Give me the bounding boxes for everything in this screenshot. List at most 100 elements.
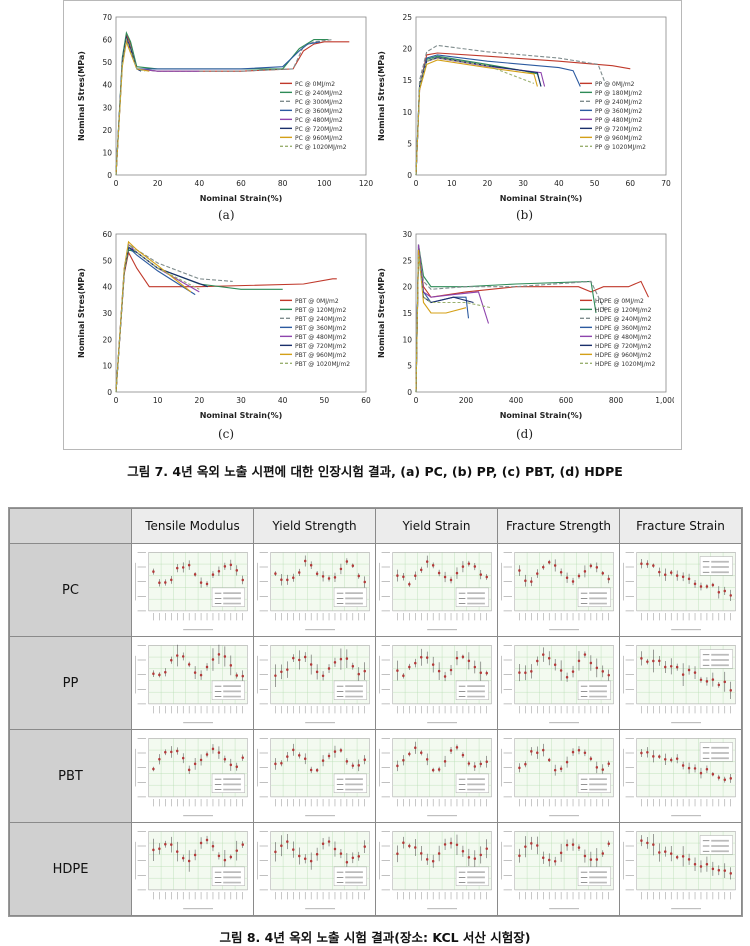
x-tick-label: 400: [509, 396, 524, 405]
x-tick-label: 0: [414, 179, 419, 188]
y-axis-label: Nominal Stres(MPa): [377, 268, 386, 358]
legend-entry: HDPE @ 960MJ/m2: [595, 352, 652, 359]
error-bar-thumbnail: [257, 831, 370, 910]
plot-area: [115, 16, 367, 176]
x-axis-label: Nominal Strain(%): [200, 411, 283, 420]
error-bar-thumbnail: [501, 552, 614, 631]
mini-chart-cell: [375, 636, 498, 730]
table-corner: [9, 508, 132, 544]
figure-8-table: Tensile Modulus Yield Strength Yield Str…: [8, 507, 743, 917]
y-tick-label: 25: [402, 256, 412, 265]
line-chart-svg: 0 10 20 30 40 50 60 70 0 5 10 15 20 25 Nominal Strain(…: [377, 13, 671, 203]
series-line: [115, 37, 146, 176]
error-bar-thumbnail: [257, 738, 370, 817]
legend-entry: PC @ 480MJ/m2: [295, 117, 343, 124]
column-header-fracture-strength: Fracture Strength: [497, 508, 620, 544]
legend-entry: PC @ 360MJ/m2: [295, 108, 343, 115]
y-tick-label: 0: [407, 171, 412, 180]
row-header-pc: PC: [9, 543, 132, 637]
y-axis-label: Nominal Stres(MPa): [77, 268, 86, 358]
error-bar-thumbnail: [379, 645, 492, 724]
y-tick-label: 30: [402, 230, 412, 239]
error-bar-thumbnail: [501, 831, 614, 910]
y-tick-label: 30: [102, 103, 112, 112]
legend-entry: HDPE @ 360MJ/m2: [595, 325, 652, 332]
x-tick-label: 30: [518, 179, 528, 188]
mini-chart-cell: [253, 636, 376, 730]
x-tick-label: 600: [559, 396, 574, 405]
legend-entry: PP @ 720MJ/m2: [595, 126, 642, 133]
y-tick-label: 15: [402, 76, 412, 85]
mini-chart-cell: [497, 543, 620, 637]
mini-chart-cell: [619, 543, 742, 637]
column-header-tensile-modulus: Tensile Modulus: [131, 508, 254, 544]
line-chart-svg: 0 200 400 600 800 1,000 0 5 10 15 20 25 30 Nominal St…: [377, 230, 674, 420]
x-tick-label: 80: [278, 179, 288, 188]
panel-label-b: (b): [516, 208, 534, 222]
x-axis-label: Nominal Strain(%): [200, 194, 283, 203]
column-header-yield-strain: Yield Strain: [375, 508, 498, 544]
y-tick-label: 5: [407, 362, 412, 371]
y-tick-label: 10: [402, 108, 412, 117]
chart-panel-d-hdpe: 0 200 400 600 800 1,000 0 5 10 15 20 25 30 Nominal St…: [374, 226, 674, 422]
y-tick-label: 20: [402, 45, 412, 54]
legend-entry: PP @ 960MJ/m2: [595, 135, 642, 142]
mini-chart-cell: [131, 543, 254, 637]
mini-chart-cell: [619, 729, 742, 823]
mini-chart-cell: [375, 543, 498, 637]
y-tick-label: 15: [402, 309, 412, 318]
panel-label-c: (c): [218, 427, 235, 441]
y-tick-label: 20: [102, 335, 112, 344]
x-tick-label: 20: [153, 179, 163, 188]
x-tick-label: 30: [236, 396, 246, 405]
plot-area: [415, 233, 667, 393]
column-header-fracture-strain: Fracture Strain: [619, 508, 742, 544]
mini-chart-cell: [253, 729, 376, 823]
series-line: [115, 240, 192, 393]
mini-chart-cell: [497, 729, 620, 823]
y-tick-label: 10: [102, 362, 112, 371]
x-tick-label: 120: [359, 179, 374, 188]
y-axis-label: Nominal Stres(MPa): [377, 51, 386, 141]
legend-entry: PBT @ 240MJ/m2: [295, 316, 346, 323]
x-tick-label: 0: [114, 179, 119, 188]
error-bar-thumbnail: [135, 552, 248, 631]
legend-entry: HDPE @ 240MJ/m2: [595, 316, 652, 323]
mini-chart-cell: [497, 636, 620, 730]
x-tick-label: 70: [661, 179, 671, 188]
legend-entry: PBT @ 720MJ/m2: [295, 343, 346, 350]
y-tick-label: 40: [102, 283, 112, 292]
legend-entry: PBT @ 1020MJ/m2: [295, 361, 350, 368]
y-tick-label: 50: [102, 256, 112, 265]
legend-entry: PBT @ 0MJ/m2: [295, 298, 339, 305]
legend-entry: PBT @ 360MJ/m2: [295, 325, 346, 332]
y-tick-label: 40: [102, 81, 112, 90]
series-line: [415, 255, 492, 393]
error-bar-thumbnail: [257, 552, 370, 631]
mini-chart-cell: [253, 822, 376, 916]
y-tick-label: 70: [102, 13, 112, 22]
legend-entry: HDPE @ 120MJ/m2: [595, 307, 652, 314]
mini-chart-cell: [253, 543, 376, 637]
chart-panel-c-pbt: 0 10 20 30 40 50 60 0 10 20 30 40 50 60 Nominal Strain…: [74, 226, 374, 422]
mini-chart-cell: [497, 822, 620, 916]
y-tick-label: 10: [102, 148, 112, 157]
x-tick-label: 20: [195, 396, 205, 405]
legend-entry: PP @ 480MJ/m2: [595, 117, 642, 124]
series-line: [415, 244, 490, 393]
legend-entry: PBT @ 480MJ/m2: [295, 334, 346, 341]
legend-entry: PBT @ 120MJ/m2: [295, 307, 346, 314]
figure-7-frame: 0 20 40 60 80 100 120 0 10 20 30 40 50 60 70 Nominal St…: [63, 0, 682, 450]
chart-panel-a-pc: 0 20 40 60 80 100 120 0 10 20 30 40 50 60 70 Nominal St…: [74, 9, 374, 205]
mini-chart-cell: [619, 636, 742, 730]
legend-entry: HDPE @ 720MJ/m2: [595, 343, 652, 350]
x-tick-label: 200: [459, 396, 474, 405]
legend-entry: HDPE @ 480MJ/m2: [595, 334, 652, 341]
error-bar-thumbnail: [135, 831, 248, 910]
x-tick-label: 50: [590, 179, 600, 188]
plot-area: [415, 16, 667, 176]
x-tick-label: 20: [483, 179, 493, 188]
legend-entry: PP @ 360MJ/m2: [595, 108, 642, 115]
x-axis-label: Nominal Strain(%): [500, 194, 583, 203]
plot-area: [115, 233, 367, 393]
